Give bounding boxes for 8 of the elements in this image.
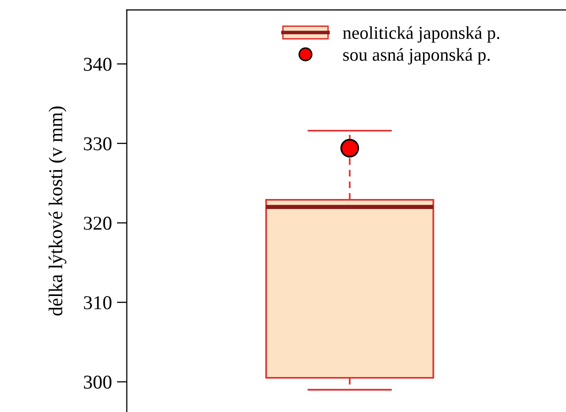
y-tick-label: 320 [84, 216, 112, 230]
legend-label: neolitická japonská p. [342, 26, 500, 43]
y-tick-label: 310 [84, 296, 112, 310]
y-axis-title: délka lýtkové kosti (v mm) [48, 106, 66, 316]
y-tick-label: 340 [84, 58, 112, 71]
legend-label: sou asná japonská p. [343, 48, 490, 65]
y-tick-label: 330 [84, 137, 112, 150]
y-tick-label: 300 [84, 376, 112, 389]
